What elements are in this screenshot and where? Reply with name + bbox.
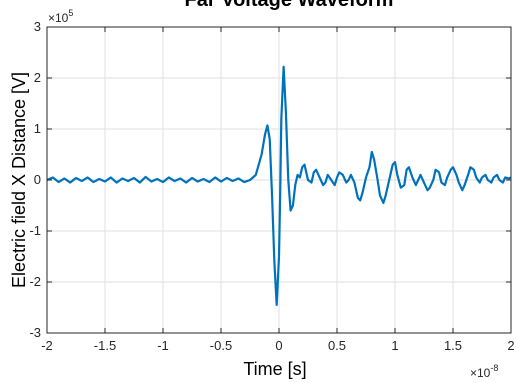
x-exponent-label: ×10-8	[470, 363, 498, 380]
x-tick-label: -1.5	[94, 338, 116, 353]
y-tick-label: -3	[29, 325, 41, 340]
x-tick-label: 0	[275, 338, 282, 353]
y-tick-label: 2	[34, 70, 41, 85]
x-tick-label: -1	[157, 338, 169, 353]
x-axis-label: Time [s]	[243, 359, 306, 379]
x-multiplier-exp: -8	[490, 363, 498, 373]
x-multiplier-base: ×10	[470, 366, 491, 380]
series-layer	[46, 65, 512, 307]
y-tick-label: -2	[29, 274, 41, 289]
y-exponent-label: ×105	[48, 8, 73, 25]
x-tick-label: 1	[391, 338, 398, 353]
y-tick-label: -1	[29, 223, 41, 238]
x-tick-label: -0.5	[210, 338, 232, 353]
y-multiplier-exp: 5	[68, 8, 73, 18]
x-tick-label: 0.5	[328, 338, 346, 353]
y-multiplier-base: ×10	[48, 11, 69, 25]
svg-text:×105: ×105	[48, 8, 73, 25]
y-axis-label: Electric field X Distance [V]	[9, 72, 29, 288]
y-tick-label: 1	[34, 121, 41, 136]
y-tick-label: 3	[34, 19, 41, 34]
x-tick-label: -2	[41, 338, 53, 353]
chart-title: Far Voltage Waveform	[185, 0, 394, 11]
y-tick-label: 0	[34, 172, 41, 187]
x-tick-label: 1.5	[444, 338, 462, 353]
svg-text:×10-8: ×10-8	[470, 363, 498, 380]
series-line	[46, 65, 512, 307]
x-tick-label: 2	[507, 338, 514, 353]
